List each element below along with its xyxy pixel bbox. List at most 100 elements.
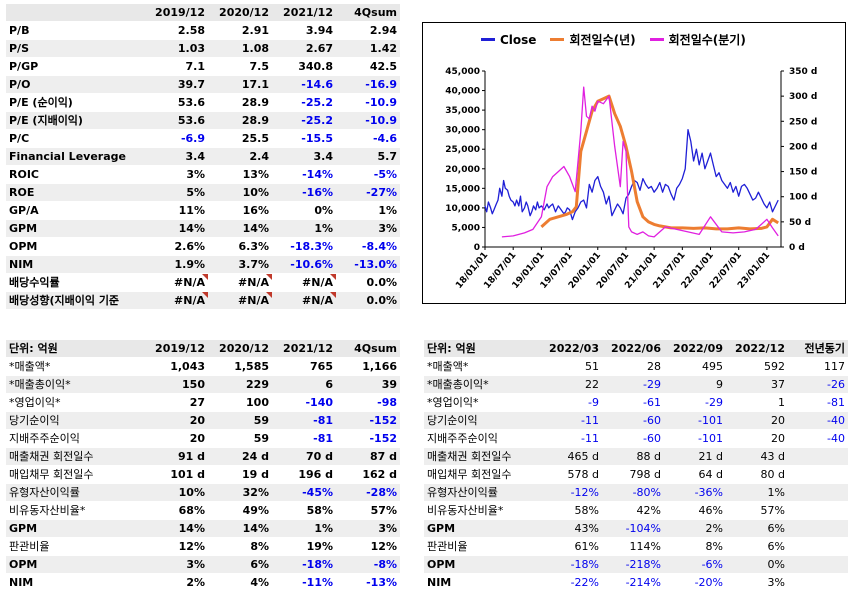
table-cell: -18% (272, 555, 336, 574)
row-label: P/C (6, 129, 144, 148)
table-cell: 1.08 (208, 39, 272, 58)
table-cell: 8% (664, 537, 726, 556)
table-cell: -11 (540, 429, 602, 448)
table-row: ROE 5% 10% -16% -27% (6, 183, 400, 202)
table-cell: 14% (208, 219, 272, 238)
quarterly-financials-table: 단위: 억원 2022/03 2022/06 2022/09 2022/12 전년동기 *… (424, 340, 848, 592)
valuation-metrics-table: 2019/12 2020/12 2021/12 4Qsum P/B 2.58 2.91 3.… (6, 4, 400, 310)
table-cell: 6% (726, 537, 788, 556)
table-cell: 39 (336, 375, 400, 394)
table-cell: 28.9 (208, 111, 272, 130)
table-cell: 3.94 (272, 21, 336, 40)
table-row: *영업이익* -9 -61 -29 1 -81 (424, 393, 848, 412)
table-row: *영업이익* 27 100 -140 -98 (6, 393, 400, 412)
y-right-tick-label: 150 d (789, 168, 817, 178)
table-cell: 25.5 (208, 129, 272, 148)
y-right-tick-label: 250 d (789, 117, 817, 127)
table-cell: 1.9% (144, 255, 208, 274)
y-right-tick-label: 350 d (789, 67, 817, 77)
table-cell: 24 d (208, 447, 272, 466)
table-cell: 3.4 (144, 147, 208, 166)
y-right-tick-label: 200 d (789, 142, 817, 152)
table-cell: 578 d (540, 465, 602, 484)
table-row: 지배주주순이익 20 59 -81 -152 (6, 429, 400, 448)
table-cell: -25.2 (272, 93, 336, 112)
table-cell: -28% (336, 483, 400, 502)
row-label: 유형자산이익률 (424, 483, 540, 502)
valuation-metrics-panel: 2019/12 2020/12 2021/12 4Qsum P/B 2.58 2.91 3.… (6, 4, 400, 310)
table-row: 비유동자산비율* 58% 42% 46% 57% (424, 501, 848, 520)
table-cell: -18.3% (272, 237, 336, 256)
table-row: *매출총이익* 150 229 6 39 (6, 375, 400, 394)
row-label: 비유동자산비율* (6, 501, 144, 520)
table-cell: -8% (336, 555, 400, 574)
table-cell: -29 (602, 375, 664, 394)
row-label: *영업이익* (6, 393, 144, 412)
table-cell: 8% (208, 537, 272, 556)
table-cell: -61 (602, 393, 664, 412)
table-cell: 1% (336, 201, 400, 220)
table-row: *매출액* 1,043 1,585 765 1,166 (6, 357, 400, 376)
table-row: P/B 2.58 2.91 3.94 2.94 (6, 21, 400, 40)
table-cell: -60 (602, 429, 664, 448)
table-cell: 0% (272, 201, 336, 220)
row-label: 배당수익률 (6, 273, 144, 292)
table-cell: -4.6 (336, 129, 400, 148)
series-line-회전일수-년 (540, 94, 780, 231)
chart-legend: Close 회전일수(년) 회전일수(분기) (481, 31, 746, 48)
table-cell: 16% (208, 201, 272, 220)
row-label: P/E (지배이익) (6, 111, 144, 130)
table-cell: -11% (272, 573, 336, 592)
table-row: P/E (지배이익) 53.6 28.9 -25.2 -10.9 (6, 111, 400, 130)
table-cell: -9 (540, 393, 602, 412)
table-cell: 229 (208, 375, 272, 394)
table-cell: -218% (602, 555, 664, 574)
table-cell: 32% (208, 483, 272, 502)
y-left-tick-label: 45,000 (445, 67, 480, 77)
table-cell: 10% (144, 483, 208, 502)
row-label: 당기순이익 (6, 411, 144, 430)
table-cell: -140 (272, 393, 336, 412)
table-cell: #N/A (208, 291, 272, 310)
table-cell: 4% (208, 573, 272, 592)
table-row: 매출채권 회전일수 465 d 88 d 21 d 43 d (424, 447, 848, 466)
table-cell: 13% (208, 165, 272, 184)
table-cell: -81 (788, 393, 848, 412)
table-cell: 42.5 (336, 57, 400, 76)
column-header: 2022/03 (540, 340, 602, 358)
table-cell (788, 447, 848, 466)
table-cell: 17.1 (208, 75, 272, 94)
table-cell: 100 (208, 393, 272, 412)
table-cell: 340.8 (272, 57, 336, 76)
row-label: OPM (6, 555, 144, 574)
table-cell: 70 d (272, 447, 336, 466)
row-label: OPM (6, 237, 144, 256)
table-row: P/S 1.03 1.08 2.67 1.42 (6, 39, 400, 58)
table-cell: 1,585 (208, 357, 272, 376)
table-cell: 14% (144, 519, 208, 538)
table-cell: 6% (208, 555, 272, 574)
table-cell: 2.94 (336, 21, 400, 40)
table-cell: 196 d (272, 465, 336, 484)
quarterly-financials-panel: 단위: 억원 2022/03 2022/06 2022/09 2022/12 전년동기 *… (424, 340, 848, 592)
column-header: 전년동기 (788, 340, 848, 358)
table-cell: 1% (726, 483, 788, 502)
row-label: ROE (6, 183, 144, 202)
column-header: 2019/12 (144, 4, 208, 22)
table-cell: 117 (788, 357, 848, 376)
row-label: 지배주주순이익 (424, 429, 540, 448)
row-label: *영업이익* (424, 393, 540, 412)
table-cell: -16.9 (336, 75, 400, 94)
table-row: Financial Leverage 3.4 2.4 3.4 5.7 (6, 147, 400, 166)
column-header: 4Qsum (336, 340, 400, 358)
table-cell: #N/A (144, 291, 208, 310)
table-row: 배당수익률 #N/A #N/A #N/A 0.0% (6, 273, 400, 292)
table-cell: -40 (788, 411, 848, 430)
column-header: 2020/12 (208, 340, 272, 358)
table-cell: 39.7 (144, 75, 208, 94)
table-cell: 91 d (144, 447, 208, 466)
y-left-tick-label: 15,000 (445, 184, 480, 194)
table-cell (788, 519, 848, 538)
table-cell: 64 d (664, 465, 726, 484)
y-left-tick-label: 20,000 (445, 165, 480, 175)
